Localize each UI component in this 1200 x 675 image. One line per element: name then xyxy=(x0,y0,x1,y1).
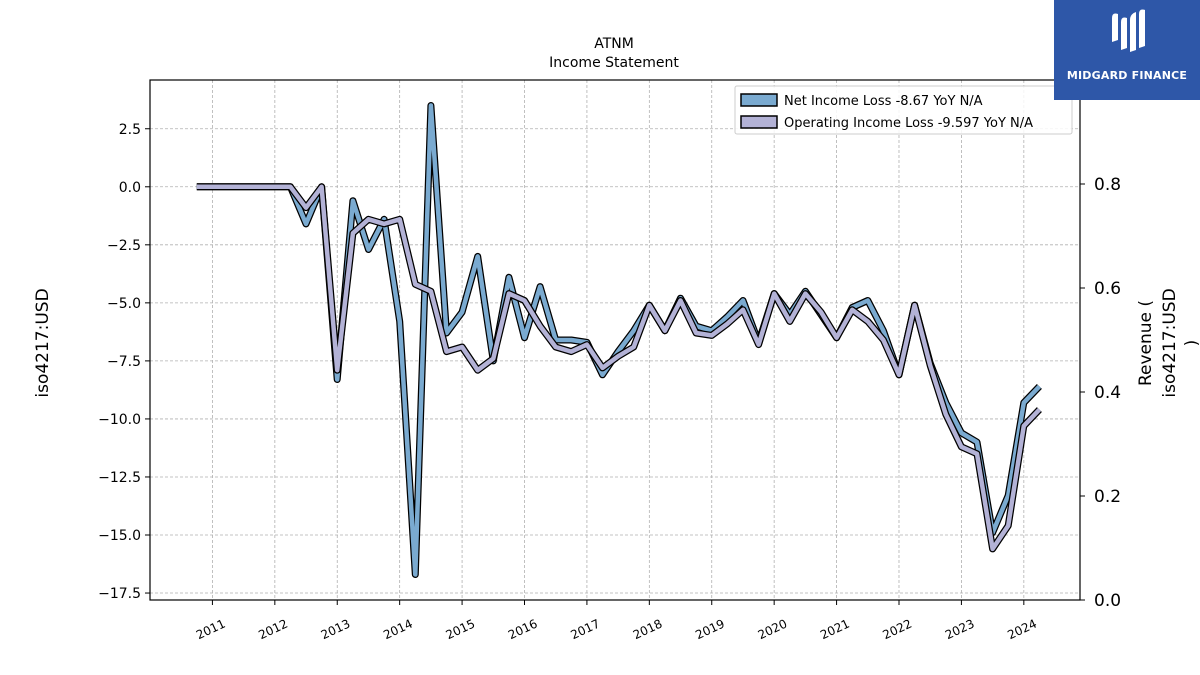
series-outline-1 xyxy=(196,183,1042,553)
logo-mark-icon xyxy=(1112,9,1145,52)
x-tick-label-6: 2017 xyxy=(568,617,602,643)
x-tick-label-7: 2018 xyxy=(631,617,665,643)
x-tick-label-4: 2015 xyxy=(444,617,478,643)
y-axis-right: 0.0 0.2 0.4 0.6 0.8 xyxy=(1080,175,1121,611)
y-tick-label-2: −2.5 xyxy=(107,238,141,254)
series-outline-0 xyxy=(196,102,1042,578)
legend-box xyxy=(734,85,1073,135)
y2-tick-label-3: 0.6 xyxy=(1094,279,1121,299)
brand-logo: MIDGARD FINANCE xyxy=(1054,0,1200,100)
x-tick-label-8: 2019 xyxy=(693,617,727,643)
y-tick-label-4: −7.5 xyxy=(107,354,141,370)
y2-axis-label-line-1: Revenue ( xyxy=(1136,300,1156,386)
logo-text: MIDGARD FINANCE xyxy=(1066,69,1188,82)
y2-tick-label-2: 0.4 xyxy=(1094,383,1121,403)
x-tick-label-12: 2023 xyxy=(943,617,977,643)
x-tick-label-10: 2021 xyxy=(818,617,852,643)
y-axis-label: iso4217:USD xyxy=(33,288,53,397)
legend-label-net-income: Net Income Loss -8.67 YoY N/A xyxy=(784,94,983,109)
legend: Net Income Loss -8.67 YoY N/A Operating … xyxy=(734,85,1073,135)
y-tick-label-5: −10.0 xyxy=(98,412,141,428)
grid-lines xyxy=(150,80,1080,600)
series-line-1 xyxy=(196,184,1042,552)
legend-swatch-net-income xyxy=(740,93,778,107)
x-tick-label-9: 2020 xyxy=(756,617,790,643)
y-tick-label-7: −15.0 xyxy=(98,528,141,544)
legend-swatch-operating-income xyxy=(740,115,778,129)
y2-tick-label-4: 0.8 xyxy=(1094,175,1121,195)
x-axis: 2011 2012 2013 2014 2015 2016 2017 2018 2019 2020… xyxy=(194,600,1039,642)
series-layer xyxy=(196,102,1042,578)
y-axis-left: 2.5 0.0 −2.5 −5.0 −7.5 −10.0 −12.5 −15.0 −17.5 xyxy=(98,122,150,602)
chart-subtitle: Income Statement xyxy=(549,55,679,71)
chart-title: ATNM xyxy=(594,36,634,52)
x-tick-label-13: 2024 xyxy=(1005,617,1039,643)
series-line-0 xyxy=(196,103,1042,577)
y-tick-label-8: −17.5 xyxy=(98,586,141,602)
y-tick-label-1: 0.0 xyxy=(119,180,141,196)
legend-label-operating-income: Operating Income Loss -9.597 YoY N/A xyxy=(784,116,1033,131)
y-tick-label-6: −12.5 xyxy=(98,470,141,486)
x-tick-label-1: 2012 xyxy=(256,617,290,643)
y-tick-label-0: 2.5 xyxy=(119,122,141,138)
x-tick-label-5: 2016 xyxy=(506,617,540,643)
plot-frame xyxy=(149,79,1081,601)
y2-tick-label-1: 0.2 xyxy=(1094,487,1121,507)
y2-axis-label-line-2: iso4217:USD xyxy=(1160,288,1180,397)
y2-axis-label-line-3: ) xyxy=(1182,340,1200,347)
x-tick-label-11: 2022 xyxy=(881,617,915,643)
x-tick-label-3: 2014 xyxy=(381,617,415,643)
y2-tick-label-0: 0.0 xyxy=(1094,591,1121,611)
x-tick-label-2: 2013 xyxy=(319,617,353,643)
x-tick-label-0: 2011 xyxy=(194,617,228,643)
y-tick-label-3: −5.0 xyxy=(107,296,141,312)
